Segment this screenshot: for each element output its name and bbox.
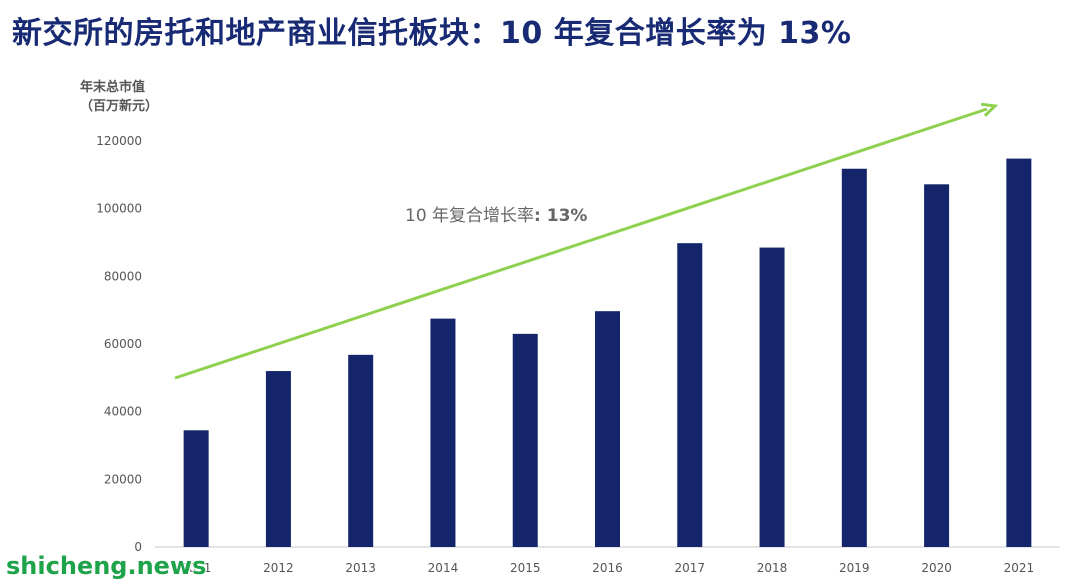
trend-arrowhead xyxy=(980,102,999,117)
y-tick-label: 80000 xyxy=(104,269,142,283)
bar-2020 xyxy=(924,184,950,547)
y-axis-label-line2: （百万新元） xyxy=(80,99,159,114)
y-tick-label: 120000 xyxy=(96,134,142,148)
x-axis-ticks: 2011 2012 2013 2014 2015 2016 2017 2018 2019 2020… xyxy=(181,561,1034,575)
bars xyxy=(183,158,1032,548)
x-tick-label: 2011 xyxy=(181,561,212,575)
bar-2011 xyxy=(183,430,209,547)
trend-line xyxy=(174,107,988,380)
bar-2017 xyxy=(677,243,703,547)
y-axis-ticks: 0 20000 40000 60000 80000 100000 120000 xyxy=(96,134,142,554)
y-tick-label: 100000 xyxy=(96,202,142,216)
trend-arrow xyxy=(174,102,999,380)
x-tick-label: 2015 xyxy=(510,561,541,575)
trend-label-prefix: 10 年复合增长率 xyxy=(405,206,534,226)
y-axis-label-line1: 年末总市值 xyxy=(80,80,146,95)
bar-2013 xyxy=(348,354,374,547)
x-tick-label: 2016 xyxy=(592,561,623,575)
bar-2012 xyxy=(265,371,291,547)
page-title: 新交所的房托和地产商业信托板块：10 年复合增长率为 13% xyxy=(12,16,852,51)
y-tick-label: 40000 xyxy=(104,405,142,419)
x-tick-label: 2013 xyxy=(345,561,376,575)
y-tick-label: 0 xyxy=(134,540,142,554)
x-tick-label: 2020 xyxy=(921,561,952,575)
bar-2016 xyxy=(595,311,620,547)
x-tick-label: 2012 xyxy=(263,561,294,575)
bar-2018 xyxy=(759,247,785,547)
bar-2019 xyxy=(841,168,867,547)
x-tick-label: 2021 xyxy=(1004,561,1035,575)
trend-label: 10 年复合增长率: 13% xyxy=(405,206,587,226)
x-tick-label: 2018 xyxy=(757,561,788,575)
x-tick-label: 2017 xyxy=(674,561,705,575)
y-tick-label: 60000 xyxy=(104,337,142,351)
bar-2021 xyxy=(1006,158,1032,548)
bar-2014 xyxy=(430,318,456,547)
watermark: shicheng.news xyxy=(6,552,207,580)
trend-label-value: : 13% xyxy=(534,206,587,226)
y-tick-label: 20000 xyxy=(104,472,142,486)
x-tick-label: 2014 xyxy=(428,561,459,575)
x-tick-label: 2019 xyxy=(839,561,870,575)
bar-2015 xyxy=(512,333,538,547)
